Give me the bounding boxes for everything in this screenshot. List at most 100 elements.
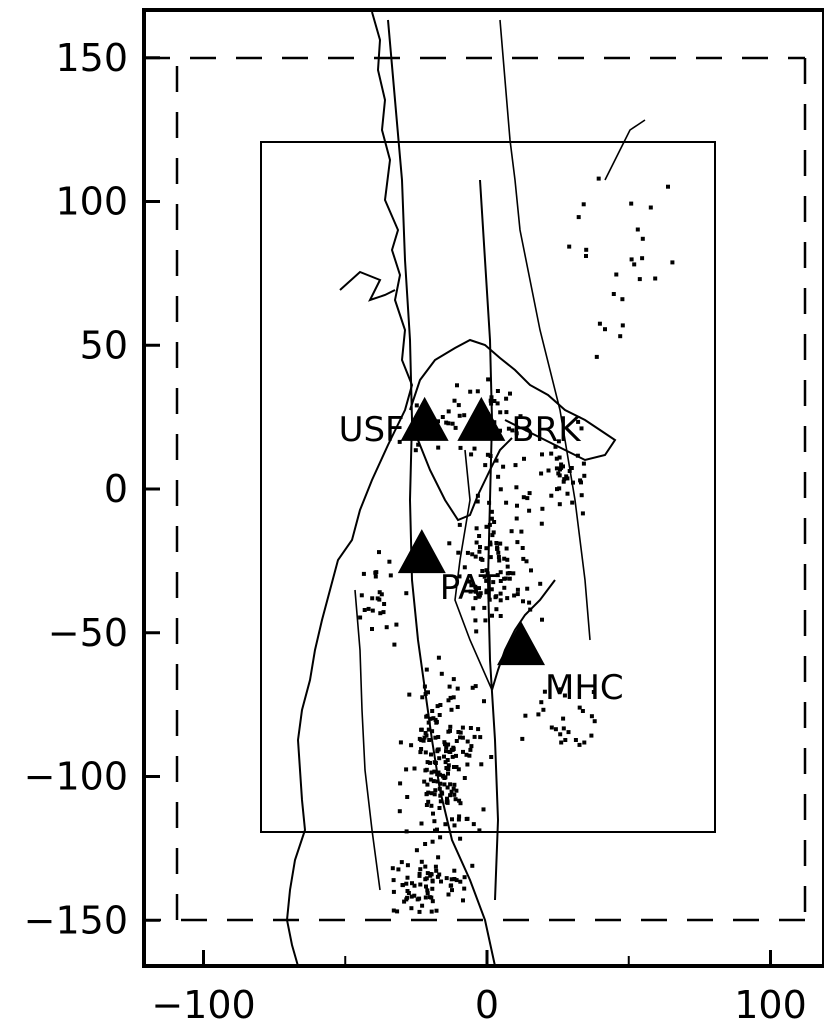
quake-dot — [504, 396, 509, 401]
quake-dot — [635, 227, 640, 232]
y-axis: 150 100 50 0 −50 −100 −150 — [24, 36, 160, 942]
quake-dot — [400, 883, 405, 888]
quake-dot — [580, 511, 585, 516]
quake-dot — [553, 727, 558, 732]
quake-dot — [521, 599, 525, 604]
quake-dot — [527, 491, 532, 496]
quake-dot — [377, 550, 381, 555]
quake-dot — [381, 610, 386, 615]
quake-dot — [581, 461, 586, 466]
quake-dot — [515, 587, 520, 592]
quake-dot — [579, 426, 584, 431]
x-tick-label: 100 — [734, 983, 807, 1027]
quake-dot — [454, 878, 459, 883]
quake-dot — [603, 327, 607, 332]
quake-dot — [446, 698, 451, 703]
quake-dot — [478, 735, 483, 740]
quake-dot — [424, 667, 429, 672]
quake-dot — [407, 692, 412, 697]
quake-dot — [450, 817, 454, 822]
quake-dot — [445, 799, 450, 804]
quake-dot — [482, 574, 487, 579]
quake-dot — [558, 732, 563, 737]
quake-dot — [561, 726, 566, 731]
quake-dot — [404, 881, 409, 886]
quake-dot — [488, 555, 493, 560]
quake-dot — [404, 767, 409, 772]
quake-dot — [425, 891, 430, 896]
delta-shore — [491, 579, 556, 691]
quake-dot — [559, 465, 564, 470]
quake-dot — [498, 410, 503, 415]
quake-dot — [431, 716, 436, 721]
quake-dot — [414, 403, 419, 408]
station-label-brk: BRK — [511, 410, 582, 450]
quake-dot — [451, 786, 456, 791]
quake-dot — [374, 570, 379, 575]
quake-dot — [486, 377, 491, 382]
quake-dot — [422, 735, 427, 740]
quake-dot — [462, 413, 467, 418]
y-tick-label: 100 — [55, 180, 128, 224]
quake-dot — [520, 546, 525, 550]
quake-dot — [391, 889, 396, 894]
quake-dot — [648, 205, 653, 210]
quake-dot — [423, 750, 428, 755]
quake-dot — [436, 855, 441, 860]
quake-dot — [594, 354, 599, 359]
quake-dot — [449, 877, 454, 882]
stations-layer: USF BRK PAT MHC — [339, 396, 624, 708]
quake-dot — [438, 703, 443, 707]
quake-dot — [424, 876, 429, 881]
quake-dot — [460, 725, 465, 730]
quake-dot — [505, 557, 510, 562]
quake-dot — [413, 448, 418, 453]
quake-dot — [495, 573, 500, 578]
quake-dot — [468, 747, 473, 752]
bay-shore-inner — [417, 437, 513, 522]
quake-dot — [379, 592, 384, 597]
quake-dot — [473, 554, 478, 559]
quake-dot — [431, 779, 436, 784]
quake-dot — [554, 466, 559, 471]
quake-dot — [452, 868, 457, 873]
quake-dot — [436, 655, 441, 660]
quake-dot — [429, 909, 434, 914]
quake-dot — [448, 749, 453, 754]
quake-dot — [430, 878, 435, 883]
quake-dot — [404, 829, 409, 834]
quake-dot — [382, 602, 387, 606]
quake-dot — [620, 323, 625, 328]
quake-dot — [437, 806, 442, 810]
quake-dot — [480, 569, 485, 573]
quake-dot — [422, 684, 427, 689]
quake-dot — [511, 571, 516, 576]
quake-dot — [504, 500, 509, 505]
quake-dot — [456, 403, 461, 408]
quake-dot — [484, 546, 489, 551]
quake-dot — [446, 771, 450, 776]
quake-dot — [449, 789, 454, 794]
quake-dot — [420, 695, 425, 700]
quake-dot — [474, 629, 479, 634]
quake-dot — [629, 257, 634, 262]
quake-dot — [391, 908, 396, 913]
quake-dot — [455, 705, 460, 709]
quake-dot — [471, 606, 476, 611]
quake-dot — [410, 881, 414, 886]
quake-dot — [522, 456, 526, 461]
quake-dot — [427, 738, 432, 742]
quake-dot — [540, 506, 545, 511]
quake-dot — [557, 455, 562, 460]
quake-dot — [484, 524, 489, 529]
quake-dot — [549, 451, 554, 456]
quake-dot — [366, 606, 371, 611]
quake-dot — [395, 909, 400, 914]
quake-dot — [467, 579, 472, 584]
quake-dot — [666, 184, 670, 189]
quake-dot — [489, 587, 494, 592]
quake-dot — [419, 747, 424, 751]
quake-dot — [496, 555, 501, 559]
quake-dot — [437, 713, 442, 717]
quake-dot — [434, 720, 439, 725]
